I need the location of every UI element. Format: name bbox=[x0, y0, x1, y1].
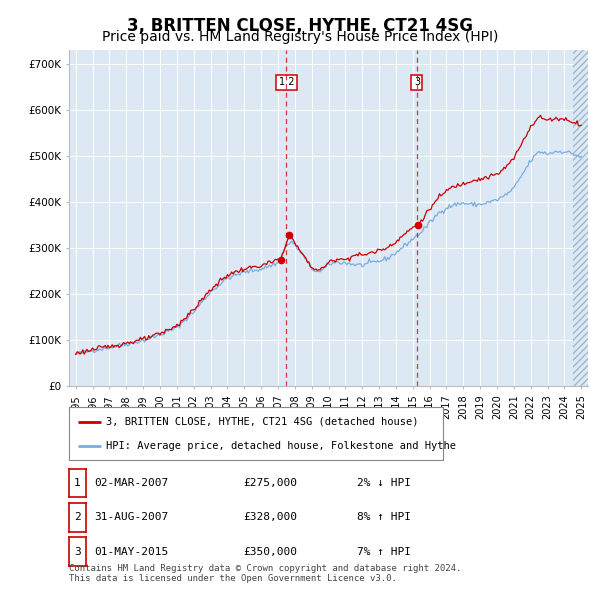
Text: 31-AUG-2007: 31-AUG-2007 bbox=[94, 513, 169, 522]
Text: £275,000: £275,000 bbox=[243, 478, 297, 488]
Text: Contains HM Land Registry data © Crown copyright and database right 2024.
This d: Contains HM Land Registry data © Crown c… bbox=[69, 563, 461, 583]
Text: Price paid vs. HM Land Registry's House Price Index (HPI): Price paid vs. HM Land Registry's House … bbox=[102, 30, 498, 44]
Text: 3: 3 bbox=[74, 547, 81, 556]
Text: 7% ↑ HPI: 7% ↑ HPI bbox=[357, 547, 411, 556]
Text: 8% ↑ HPI: 8% ↑ HPI bbox=[357, 513, 411, 522]
Text: 02-MAR-2007: 02-MAR-2007 bbox=[94, 478, 169, 488]
Text: 2% ↓ HPI: 2% ↓ HPI bbox=[357, 478, 411, 488]
Text: 01-MAY-2015: 01-MAY-2015 bbox=[94, 547, 169, 556]
Text: 1 2: 1 2 bbox=[278, 77, 294, 87]
Text: 1: 1 bbox=[74, 478, 81, 488]
Text: 3, BRITTEN CLOSE, HYTHE, CT21 4SG: 3, BRITTEN CLOSE, HYTHE, CT21 4SG bbox=[127, 17, 473, 35]
Text: 2: 2 bbox=[74, 513, 81, 522]
Text: £328,000: £328,000 bbox=[243, 513, 297, 522]
Bar bbox=[573, 50, 590, 386]
Text: 3: 3 bbox=[414, 77, 420, 87]
Text: £350,000: £350,000 bbox=[243, 547, 297, 556]
Text: 3, BRITTEN CLOSE, HYTHE, CT21 4SG (detached house): 3, BRITTEN CLOSE, HYTHE, CT21 4SG (detac… bbox=[106, 417, 419, 427]
Text: HPI: Average price, detached house, Folkestone and Hythe: HPI: Average price, detached house, Folk… bbox=[106, 441, 457, 451]
